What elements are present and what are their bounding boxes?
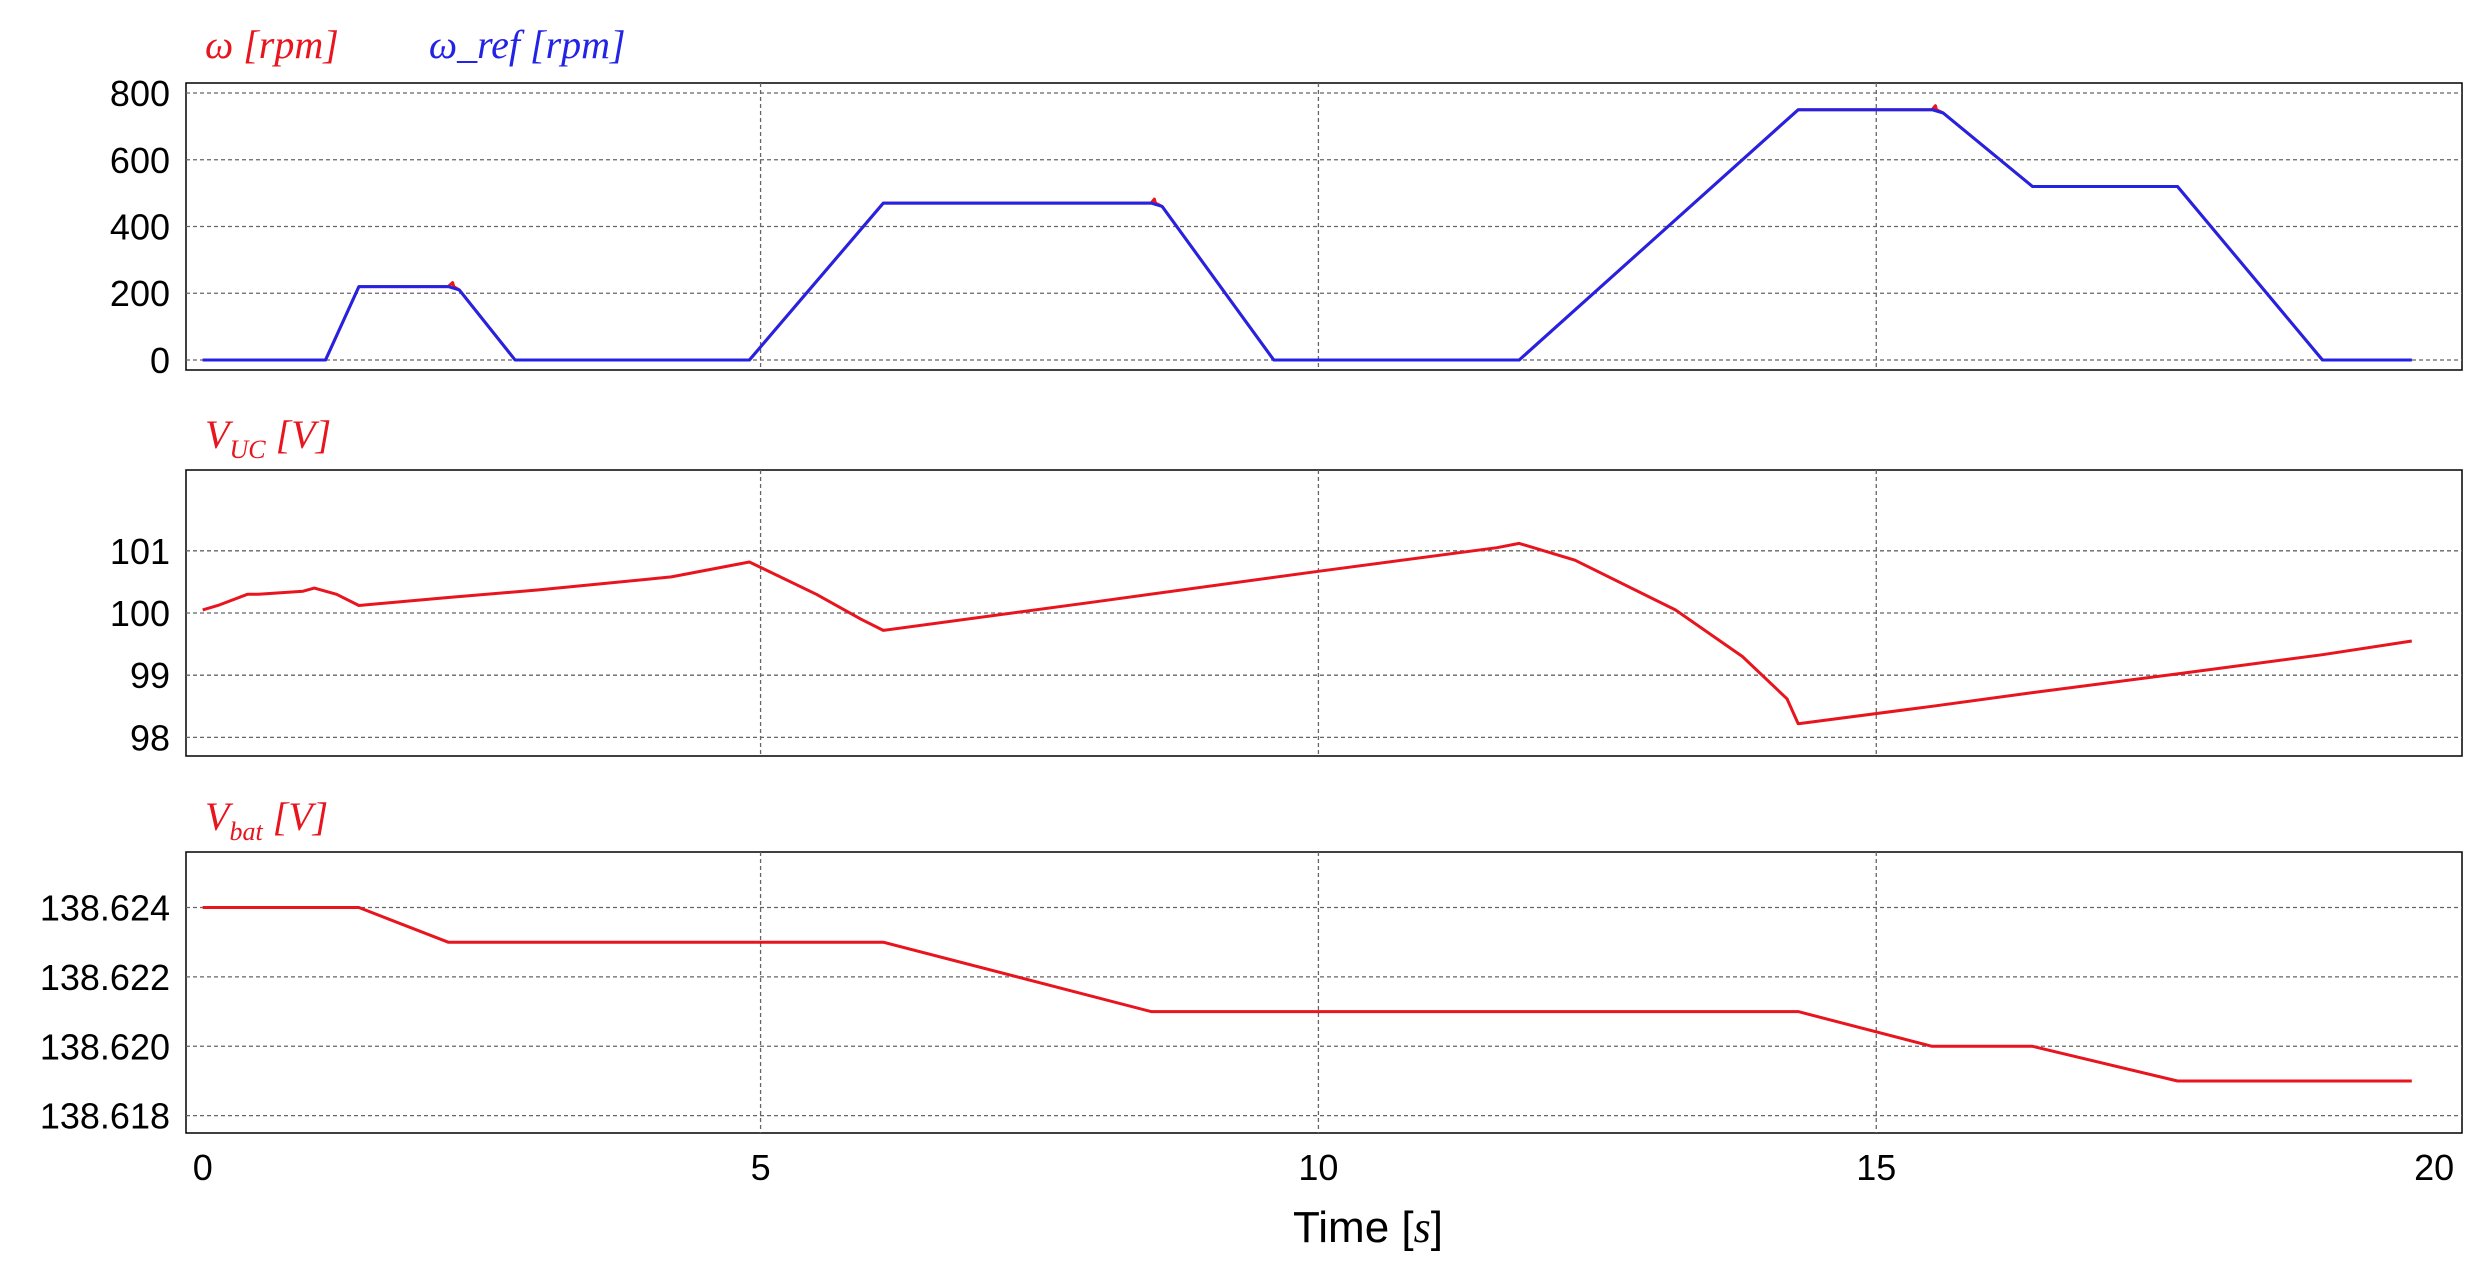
x-tick-label: 5 (751, 1147, 771, 1188)
panel-2: 98 99 100 101 (110, 469, 2463, 758)
panel2-title-main: V (205, 412, 234, 457)
y-tick-label: 100 (110, 593, 170, 634)
y-tick-label: 600 (110, 140, 170, 181)
panel2-title: VUC [V] (205, 412, 331, 464)
y-tick-label: 138.622 (40, 957, 170, 998)
x-tick-label: 20 (2414, 1147, 2454, 1188)
x-tick-label: 15 (1856, 1147, 1896, 1188)
panel2-title-unit: [V] (266, 412, 332, 457)
panel3-title-sub: bat (229, 817, 263, 846)
y-tick-label: 138.620 (40, 1026, 170, 1067)
series-line-3-1 (202, 906, 2412, 1083)
x-tick-label: 10 (1298, 1147, 1338, 1188)
panel3-title-main: V (205, 794, 234, 839)
panel3-title-unit: [V] (263, 794, 329, 839)
y-tick-label: 138.618 (40, 1096, 170, 1137)
y-tick-label: 0 (150, 340, 170, 381)
panel-3: 138.618 138.620 138.622 138.624 (40, 851, 2463, 1137)
x-axis-label-main: Time (1293, 1203, 1401, 1252)
series-line-2-1 (202, 541, 2413, 726)
panel2-title-sub: UC (229, 435, 266, 464)
y-tick-label: 200 (110, 273, 170, 314)
x-axis-label-unit: s (1414, 1203, 1431, 1252)
series-omega-label: ω [rpm] (205, 22, 339, 67)
x-axis-label-close: ] (1431, 1203, 1443, 1252)
y-tick-label: 98 (130, 717, 170, 758)
panel-1: 0 200 400 600 800 (110, 73, 2463, 381)
y-tick-label: 138.624 (40, 888, 170, 929)
x-tick-label: 0 (193, 1147, 213, 1188)
x-axis-label-open: [ (1401, 1203, 1413, 1252)
series-line-1-2 (202, 108, 2412, 362)
y-tick-label: 99 (130, 655, 170, 696)
y-tick-label: 400 (110, 207, 170, 248)
y-tick-label: 800 (110, 73, 170, 114)
y-tick-label: 101 (110, 531, 170, 572)
series-omega-ref-label: ω_ref [rpm] (429, 22, 626, 67)
x-axis-label: Time [s] (1293, 1203, 1443, 1252)
panel1-title: ω [rpm] ω_ref [rpm] (205, 22, 626, 67)
plot-frame (185, 851, 2463, 1134)
panel3-title: Vbat [V] (205, 794, 328, 846)
